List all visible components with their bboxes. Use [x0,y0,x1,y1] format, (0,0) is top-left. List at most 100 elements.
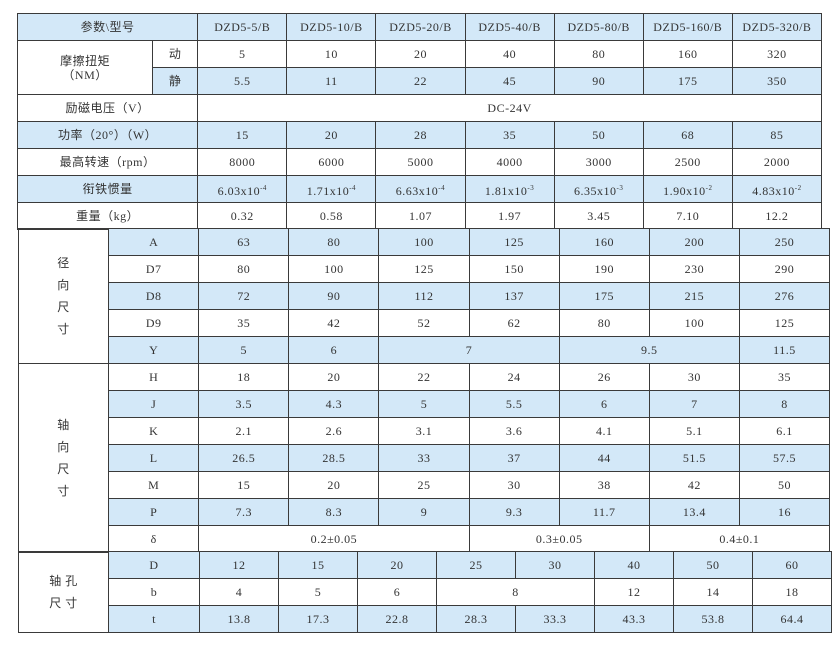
table-cell: 2.1 [198,417,290,445]
table-cell: 9.5 [558,336,740,364]
table-cell: 5.5 [197,67,288,95]
table-cell: 90 [553,67,644,95]
radial-group-label: 径 向 尺 寸 [17,228,110,364]
table-cell: 20 [375,40,466,68]
table-cell: 276 [738,282,831,310]
table-cell: 18 [198,363,290,391]
axial-row: J 3.5 4.3 5 5.5 6 7 8 [19,390,831,418]
table-cell: 5 [198,336,290,364]
table-cell: 50 [738,471,831,499]
speed-row: 最高转速（rpm） 8000 6000 5000 4000 3000 2500 2000 [16,148,823,176]
table-cell: 8000 [197,148,288,176]
inertia-exponent: -4 [438,183,446,192]
table-cell: 22 [378,363,470,391]
inertia-mantissa: 4.83x10 [752,183,795,198]
axial-param-label: δ [108,525,200,553]
table-cell: 17.3 [278,605,358,633]
table-cell: 72 [198,282,290,310]
table-cell: 0.4±0.1 [648,525,831,553]
model-header: DZD5-320/B [731,13,823,41]
axial-row: 轴 向 尺 寸 H 18 20 22 24 26 30 35 [17,363,831,553]
table-cell: 37 [468,444,560,472]
table-cell: 250 [738,228,831,256]
table-cell: 137 [468,282,560,310]
weight-row: 重量（kg） 0.32 0.58 1.07 1.97 3.45 7.10 12.2 [16,202,823,230]
torque-dynamic-label: 动 [152,40,199,68]
inertia-exponent: -4 [349,183,357,192]
inertia-mantissa: 6.63x10 [395,183,439,198]
table-cell: 11 [286,67,377,95]
table-cell: 1.90x10-2 [642,175,733,203]
table-cell: 6 [288,336,380,364]
table-cell: 15 [278,551,358,579]
table-cell: 5.5 [468,390,560,418]
table-cell: 28.3 [436,605,516,633]
table-cell: 4.83x10-2 [731,175,823,203]
inertia-mantissa: 6.03x10 [217,183,261,198]
table-cell: 33.3 [515,605,595,633]
table-cell: 57.5 [738,444,831,472]
table-cell: 5000 [375,148,466,176]
table-cell: 20 [288,363,380,391]
voltage-value: DC-24V [197,94,822,122]
table-cell: 6.1 [738,417,831,445]
table-cell: 3.1 [378,417,470,445]
bore-row: t 13.8 17.3 22.8 28.3 33.3 43.3 53.8 64.4 [19,605,832,633]
axial-group-label: 轴 向 尺 寸 [17,363,110,553]
axial-param-label: J [108,390,200,418]
table-cell: 28.5 [288,444,380,472]
table-cell: 125 [378,255,470,283]
table-cell: 0.58 [286,202,377,230]
radial-row: Y 5 6 7 9.5 11.5 [19,336,831,364]
table-cell: 6.03x10-4 [197,175,288,203]
table-cell: 52 [378,309,470,337]
table-cell: 15 [197,121,288,149]
table-cell: 7.3 [198,498,290,526]
spec-table-dimensions: 径 向 尺 寸 A 63 80 100 125 160 200 250 D7 80 100 125 150… [17,228,831,553]
table-cell: 1.07 [375,202,466,230]
table-cell: 25 [436,551,516,579]
table-cell: 215 [648,282,740,310]
table-cell: 30 [468,471,560,499]
table-cell: 85 [731,121,823,149]
table-cell: 44 [558,444,650,472]
table-cell: 28 [375,121,466,149]
table-cell: 13.8 [199,605,279,633]
axial-row: P 7.3 8.3 9 9.3 11.7 13.4 16 [19,498,831,526]
table-cell: 64.4 [752,605,832,633]
bore-param-label: t [108,605,200,633]
table-cell: 5 [378,390,470,418]
radial-row: D7 80 100 125 150 190 230 290 [19,255,831,283]
table-cell: 1.81x10-3 [464,175,555,203]
table-cell: 3.5 [198,390,290,418]
table-cell: 50 [553,121,644,149]
inertia-exponent: -3 [527,183,535,192]
table-cell: 100 [288,255,380,283]
radial-row: D8 72 90 112 137 175 215 276 [19,282,831,310]
table-cell: 22.8 [357,605,437,633]
table-cell: 6 [357,578,437,606]
table-cell: 0.2±0.05 [198,525,470,553]
axial-param-label: P [108,498,200,526]
table-cell: 24 [468,363,560,391]
weight-label: 重量（kg） [16,202,199,230]
table-cell: 26 [558,363,650,391]
table-cell: 4 [199,578,279,606]
table-cell: 90 [288,282,380,310]
bore-group-label: 轴 孔 尺 寸 [18,551,109,633]
table-cell: 3.6 [468,417,560,445]
torque-dynamic-row: 摩擦扭矩 （NM）动 5 10 20 40 80 160 320 [16,40,823,95]
table-cell: 51.5 [648,444,740,472]
model-header: DZD5-10/B [286,13,377,41]
table-cell: 2.6 [288,417,380,445]
table-cell: 6.63x10-4 [375,175,466,203]
torque-label: 摩擦扭矩 （NM） [16,40,154,95]
radial-param-label: D8 [108,282,200,310]
model-header: DZD5-40/B [464,13,555,41]
axial-param-label: M [108,471,200,499]
inertia-mantissa: 6.35x10 [574,183,617,198]
table-cell: 6 [558,390,650,418]
axial-param-label: H [108,363,200,391]
table-cell: 9 [378,498,470,526]
table-cell: 30 [515,551,595,579]
